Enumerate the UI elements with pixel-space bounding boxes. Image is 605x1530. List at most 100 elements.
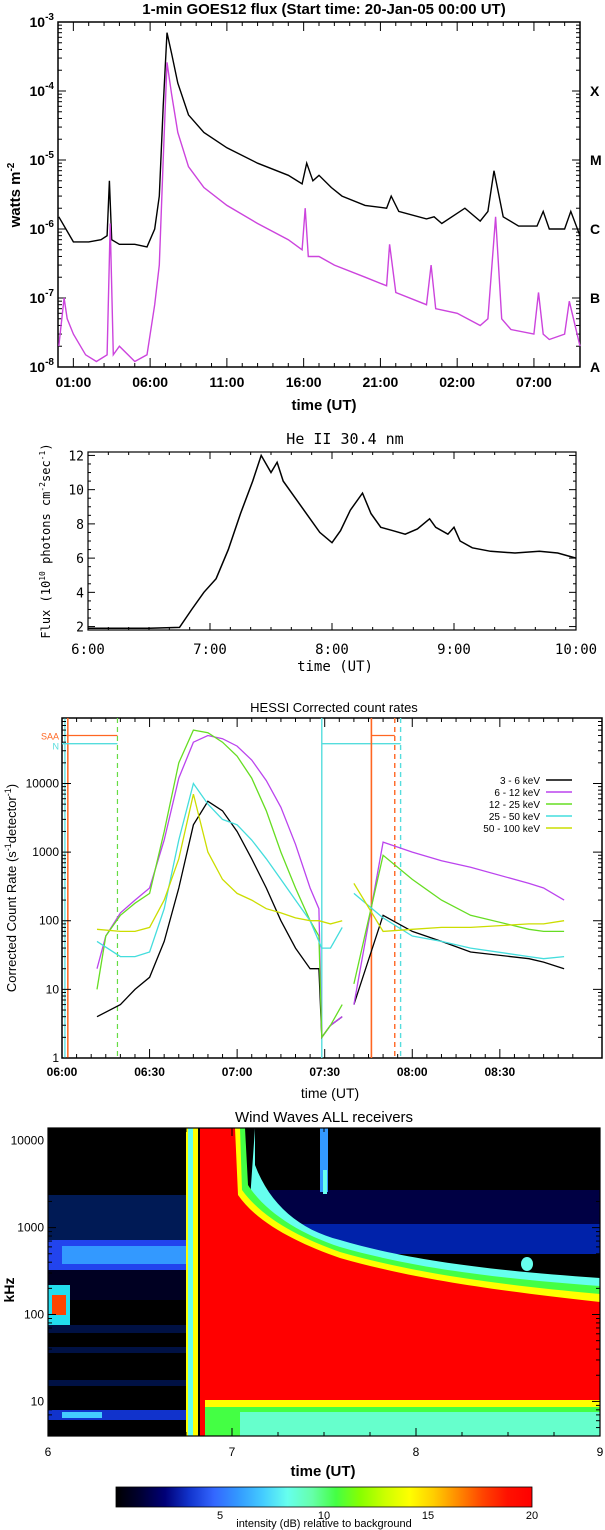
goes-x-tick-label: 01:00 — [55, 374, 91, 390]
wind-x-tick-label: 6 — [45, 1445, 52, 1459]
goes-panel: 1-min GOES12 flux (Start time: 20-Jan-05… — [6, 1, 602, 414]
hessi-series-line — [96, 734, 343, 1040]
heii-y-tick-label: 4 — [76, 586, 84, 601]
goes-y-axis: 10-810-710-610-510-410-3 — [30, 12, 580, 375]
goes-y-tick-label: 10-3 — [30, 12, 55, 30]
goes-y-tick-base: 10 — [30, 83, 46, 99]
night-label: N — [53, 742, 60, 752]
colorbar-tick-label: 15 — [422, 1510, 434, 1522]
colorbar-tick-label: 5 — [217, 1510, 223, 1522]
hessi-y-tick-label: 100 — [39, 914, 59, 928]
goes-y-tick-base: 10 — [30, 221, 46, 237]
goes-x-tick-label: 11:00 — [209, 374, 244, 390]
hessi-y-tick-label: 1000 — [32, 845, 59, 859]
hessi-x-tick-label: 08:00 — [397, 1065, 428, 1079]
wind-y-tick-label: 100 — [24, 1308, 44, 1322]
heii-series-line — [88, 453, 577, 630]
goes-y-axis-title: watts m-2 — [6, 162, 24, 228]
wind-y-axis-title: kHz — [1, 1278, 17, 1303]
hessi-x-axis-title: time (UT) — [301, 1085, 359, 1101]
heii-series — [88, 453, 577, 630]
goes-y-tick-base: 10 — [30, 152, 46, 168]
goes-class-label: M — [590, 152, 602, 168]
wind-x-axis: 6 7 8 9 — [45, 1128, 604, 1459]
colorbar-tick-label: 10 — [318, 1510, 330, 1522]
goes-series-line — [58, 32, 581, 248]
heii-y-axis-title: Flux (1010 photons cm-2sec-1) — [38, 443, 53, 638]
heii-y-tick-label: 10 — [68, 484, 84, 499]
hessi-plot-frame — [61, 717, 603, 1059]
saa-label: SAA — [41, 732, 59, 742]
goes-y-tick-base: 10 — [30, 290, 46, 306]
hessi-series-line — [353, 883, 565, 933]
hessi-x-tick-label: 08:30 — [484, 1065, 515, 1079]
goes-y-tick-label: 10-7 — [30, 288, 55, 306]
heii-x-axis: 6:00 7:00 8:00 9:00 10:00 — [71, 452, 597, 658]
goes-class-label: B — [590, 290, 600, 306]
heii-y-tick-label: 12 — [68, 449, 84, 464]
hessi-x-axis: 06:00 06:30 07:00 07:30 08:00 08:30 — [47, 718, 603, 1079]
goes-y-tick-exp: -7 — [45, 288, 54, 299]
hessi-legend-label: 50 - 100 keV — [483, 824, 540, 835]
hessi-legend-label: 3 - 6 keV — [500, 776, 540, 787]
goes-x-tick-label: 21:00 — [363, 374, 399, 390]
hessi-legend-label: 6 - 12 keV — [494, 788, 540, 799]
goes-y-tick-label: 10-6 — [30, 219, 55, 237]
wind-panel: Wind Waves ALL receivers — [1, 1109, 604, 1530]
hessi-y-tick-label: 1 — [52, 1051, 59, 1065]
hessi-x-tick-label: 06:00 — [47, 1065, 78, 1079]
wind-y-axis: 10 100 1000 10000 — [11, 1134, 600, 1437]
wind-x-tick-label: 7 — [229, 1445, 236, 1459]
hessi-series-line — [96, 793, 343, 933]
heii-y-tick-label: 2 — [76, 621, 84, 636]
hessi-y-axis-title: Corrected Count Rate (s-1detector-1) — [3, 784, 19, 992]
heii-x-tick-label: 10:00 — [555, 642, 597, 658]
goes-class-label: A — [590, 359, 600, 375]
goes-y-tick-label: 10-8 — [30, 357, 55, 375]
hessi-y-tick-label: 10000 — [26, 776, 60, 790]
heii-plot-frame — [87, 451, 577, 631]
hessi-series-line — [353, 914, 565, 1005]
hessi-series — [96, 729, 565, 1040]
hessi-series-line — [96, 729, 343, 1040]
goes-x-tick-label: 07:00 — [516, 374, 552, 390]
goes-y-tick-exp: -5 — [45, 150, 54, 161]
heii-x-axis-title: time (UT) — [297, 659, 373, 675]
hessi-x-tick-label: 06:30 — [134, 1065, 165, 1079]
hessi-y-tick-label: 10 — [46, 982, 60, 996]
goes-y-tick-exp: -4 — [45, 81, 54, 92]
goes-y-tick-base: 10 — [30, 359, 46, 375]
hessi-series-line — [96, 800, 343, 1040]
colorbar-tick-label: 20 — [526, 1510, 538, 1522]
goes-y-tick-exp: -3 — [45, 12, 54, 23]
goes-x-tick-label: 16:00 — [286, 374, 322, 390]
wind-y-tick-label: 10 — [31, 1394, 45, 1408]
hessi-legend-label: 25 - 50 keV — [489, 812, 540, 823]
goes-x-axis-title: time (UT) — [292, 397, 357, 414]
goes-series-line — [58, 62, 581, 363]
hessi-series-line — [96, 781, 343, 958]
hessi-x-tick-label: 07:30 — [309, 1065, 340, 1079]
heii-x-tick-label: 8:00 — [315, 642, 349, 658]
goes-class-label: X — [590, 83, 600, 99]
heii-y-axis: 2 4 6 8 10 12 — [68, 449, 576, 636]
colorbar — [115, 1486, 533, 1508]
hessi-series-line — [353, 841, 565, 1005]
goes-y-tick-label: 10-5 — [30, 150, 55, 168]
goes-y-tick-label: 10-4 — [30, 81, 55, 99]
goes-x-axis: 01:00 06:00 11:00 16:00 21:00 02:00 07:00 — [55, 22, 581, 390]
wind-y-tick-label: 1000 — [17, 1221, 44, 1235]
goes-class-labels: A B C M X — [590, 83, 602, 375]
goes-y-tick-exp: -6 — [45, 219, 54, 230]
hessi-title: HESSI Corrected count rates — [250, 700, 418, 715]
hessi-series-line — [353, 892, 565, 960]
heii-x-tick-label: 9:00 — [437, 642, 471, 658]
goes-x-tick-label: 02:00 — [439, 374, 475, 390]
wind-x-tick-label: 8 — [413, 1445, 420, 1459]
heii-y-tick-label: 8 — [76, 518, 84, 533]
goes-y-tick-exp: -8 — [45, 357, 54, 368]
heii-y-tick-label: 6 — [76, 552, 84, 567]
